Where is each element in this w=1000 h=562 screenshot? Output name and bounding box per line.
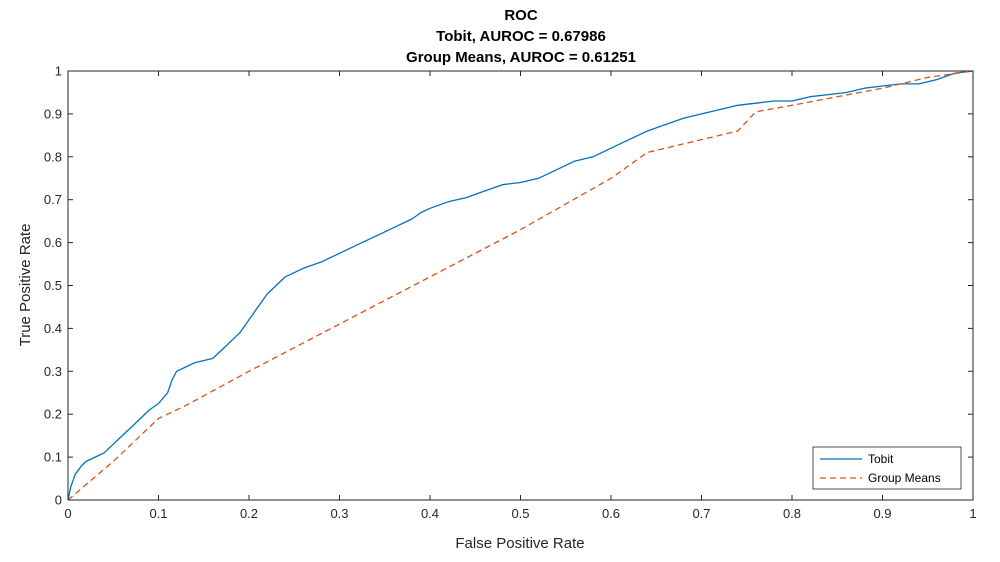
x-axis-ticks: 0 0.1 0.2 0.3 0.4 0.5 0.6 0.7 0.8 0.9 1 [64, 71, 977, 521]
x-tick-label: 0.1 [149, 506, 167, 521]
chart-subtitle-tobit: Tobit, AUROC = 0.67986 [436, 28, 606, 45]
legend-box [812, 446, 962, 490]
legend: Tobit Group Means [812, 446, 962, 490]
y-tick-label: 0.4 [44, 321, 62, 336]
y-tick-label: 0.2 [44, 407, 62, 422]
x-tick-label: 0 [64, 506, 71, 521]
x-tick-label: 0.3 [330, 506, 348, 521]
legend-label-group-means: Group Means [868, 471, 941, 485]
x-tick-label: 0.5 [511, 506, 529, 521]
series-layer [67, 70, 974, 501]
y-tick-label: 0.7 [44, 192, 62, 207]
y-tick-label: 1 [55, 64, 62, 79]
chart-title: ROC [504, 7, 538, 24]
series-line-tobit [67, 70, 974, 501]
x-tick-label: 0.9 [873, 506, 891, 521]
x-tick-label: 1 [969, 506, 976, 521]
y-tick-label: 0.9 [44, 106, 62, 121]
chart-subtitle-group-means: Group Means, AUROC = 0.61251 [406, 49, 636, 66]
x-tick-label: 0.7 [692, 506, 710, 521]
y-tick-label: 0.8 [44, 149, 62, 164]
y-tick-label: 0.5 [44, 278, 62, 293]
y-axis-label: True Positive Rate [17, 224, 34, 347]
title-group: ROC Tobit, AUROC = 0.67986 Group Means, … [406, 7, 636, 66]
x-axis-label: False Positive Rate [455, 535, 584, 552]
x-tick-label: 0.2 [240, 506, 258, 521]
x-tick-label: 0.4 [421, 506, 439, 521]
legend-label-tobit: Tobit [868, 452, 894, 466]
y-tick-label: 0.1 [44, 450, 62, 465]
plot-area [67, 70, 974, 501]
y-axis-ticks: 0 0.1 0.2 0.3 0.4 0.5 0.6 0.7 0.8 0.9 1 [44, 64, 973, 508]
x-tick-label: 0.8 [783, 506, 801, 521]
y-tick-label: 0.3 [44, 364, 62, 379]
y-tick-label: 0 [55, 493, 62, 508]
x-tick-label: 0.6 [602, 506, 620, 521]
y-tick-label: 0.6 [44, 235, 62, 250]
